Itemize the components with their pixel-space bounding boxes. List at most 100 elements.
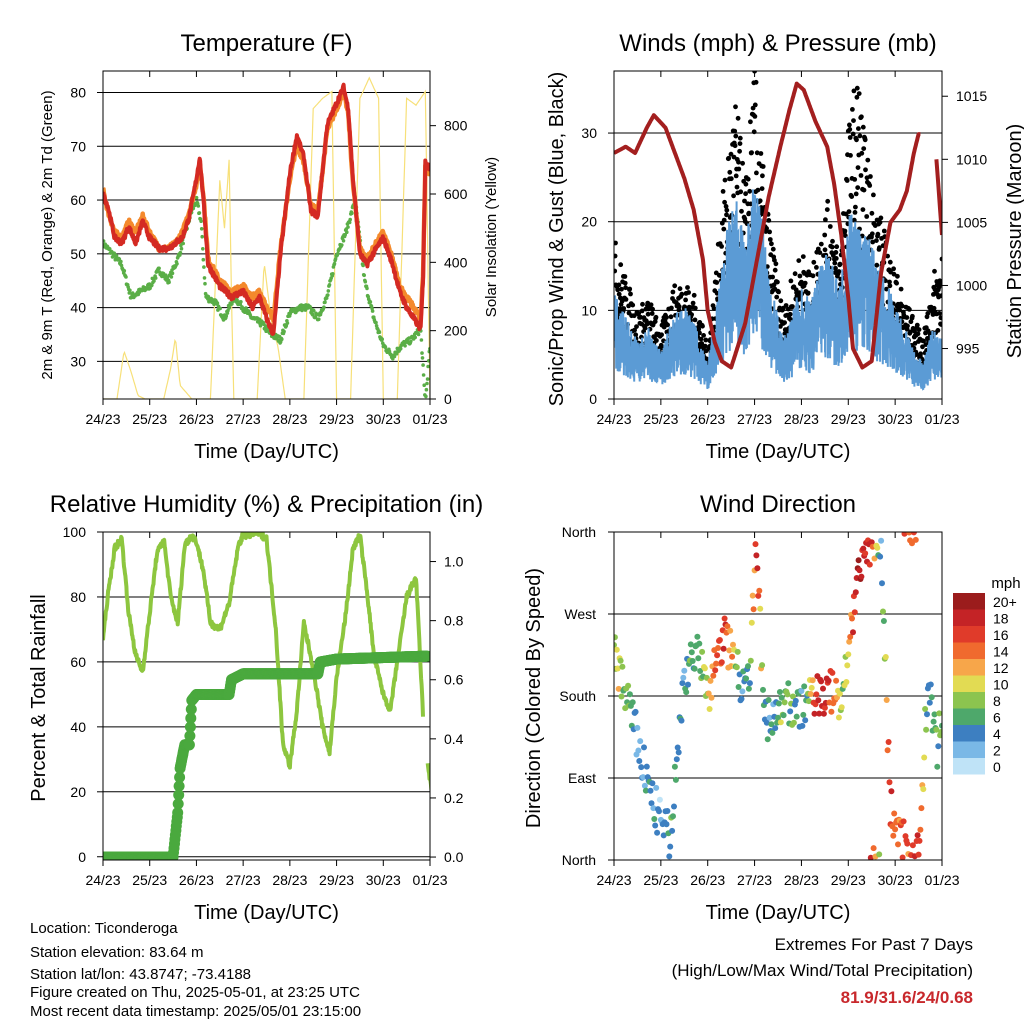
gust-point bbox=[732, 143, 738, 149]
direction-point bbox=[781, 699, 788, 706]
legend-swatch bbox=[953, 725, 985, 742]
direction-point bbox=[726, 647, 733, 654]
direction-point bbox=[752, 541, 759, 548]
direction-point bbox=[858, 573, 865, 580]
dewpoint-point bbox=[202, 265, 206, 269]
precip-point bbox=[174, 771, 186, 783]
gust-point bbox=[887, 283, 893, 289]
gust-point bbox=[805, 290, 811, 296]
dewpoint-point bbox=[218, 306, 222, 311]
direction-point bbox=[904, 840, 911, 847]
direction-point bbox=[787, 708, 794, 715]
gust-point bbox=[851, 88, 857, 94]
direction-point bbox=[670, 813, 676, 820]
precip-point bbox=[173, 780, 185, 792]
dewpoint-point bbox=[153, 276, 158, 280]
direction-point bbox=[634, 724, 641, 731]
direction-point bbox=[931, 711, 938, 718]
gust-point bbox=[749, 150, 754, 156]
gust-point bbox=[891, 266, 896, 272]
gust-point bbox=[764, 226, 769, 231]
direction-point bbox=[807, 691, 814, 697]
pressure-series-line bbox=[614, 81, 922, 370]
gust-point bbox=[833, 256, 839, 261]
direction-point bbox=[775, 700, 782, 707]
direction-point bbox=[921, 754, 928, 761]
dewpoint-point bbox=[426, 359, 430, 363]
gust-point bbox=[766, 218, 772, 223]
dewpoint-point bbox=[212, 302, 216, 307]
precip-point bbox=[172, 798, 184, 810]
direction-point bbox=[640, 774, 647, 781]
gust-point bbox=[899, 303, 905, 309]
gust-point bbox=[865, 157, 871, 163]
gust-point bbox=[752, 114, 758, 119]
direction-point bbox=[883, 697, 890, 703]
gust-point bbox=[619, 286, 624, 292]
dewpoint-point bbox=[202, 276, 207, 280]
gust-point bbox=[799, 279, 804, 285]
dewpoint-point bbox=[201, 257, 206, 262]
gust-point bbox=[925, 311, 931, 316]
legend-label: 6 bbox=[993, 710, 1001, 726]
direction-point bbox=[714, 652, 721, 659]
gust-point bbox=[862, 137, 868, 143]
gust-point bbox=[757, 198, 763, 204]
gust-point bbox=[633, 332, 639, 338]
direction-point bbox=[880, 618, 887, 624]
direction-point bbox=[828, 708, 835, 715]
direction-point bbox=[750, 606, 757, 613]
panel-4-y-tick-label: North bbox=[562, 524, 596, 540]
legend-label: 2 bbox=[993, 743, 1001, 759]
dewpoint-point bbox=[317, 317, 321, 322]
panel-4-y-tick-label: North bbox=[562, 852, 596, 868]
gust-point bbox=[676, 304, 682, 309]
dewpoint-point bbox=[336, 251, 340, 256]
direction-point bbox=[923, 726, 930, 733]
direction-point bbox=[648, 800, 655, 807]
gust-point bbox=[776, 289, 781, 295]
direction-point bbox=[759, 662, 766, 669]
direction-point bbox=[695, 655, 702, 662]
direction-point bbox=[784, 691, 791, 698]
gust-point bbox=[829, 244, 835, 250]
gust-point bbox=[916, 327, 922, 332]
gust-point bbox=[869, 210, 875, 216]
panel-1-data bbox=[103, 76, 430, 399]
gust-point bbox=[797, 273, 803, 279]
gust-point bbox=[834, 244, 840, 250]
direction-point bbox=[650, 805, 657, 812]
direction-point bbox=[649, 780, 656, 787]
gust-point bbox=[850, 131, 856, 137]
panel-1-xlabel: Time (Day/UTC) bbox=[194, 441, 339, 463]
dewpoint-point bbox=[170, 271, 175, 276]
direction-point bbox=[813, 691, 820, 698]
dewpoint-point bbox=[425, 377, 430, 381]
dewpoint-point bbox=[346, 225, 350, 229]
direction-point bbox=[922, 706, 929, 712]
direction-point bbox=[681, 667, 688, 674]
panel-3-x-tick-label: 28/23 bbox=[272, 872, 307, 888]
legend-title: mph bbox=[991, 575, 1020, 592]
direction-point bbox=[878, 537, 885, 544]
gust-point bbox=[852, 177, 858, 182]
gust-point bbox=[844, 178, 850, 183]
panel-1-y-tick-label-right: 400 bbox=[444, 254, 468, 270]
gust-point bbox=[837, 261, 843, 267]
panel-4-ylabel: Direction (Colored By Speed) bbox=[523, 568, 545, 828]
direction-point bbox=[874, 544, 881, 551]
panel-2-y-tick-label: 20 bbox=[581, 214, 597, 230]
gust-point bbox=[719, 244, 724, 249]
gust-point bbox=[686, 290, 691, 295]
gust-point bbox=[788, 278, 794, 284]
gust-point bbox=[733, 104, 738, 110]
extremes-values: 81.9/31.6/24/0.68 bbox=[840, 988, 973, 1007]
panel-3-y-tick-label: 60 bbox=[70, 654, 86, 670]
gust-point bbox=[696, 326, 702, 332]
direction-point bbox=[877, 553, 884, 560]
gust-point bbox=[935, 328, 941, 333]
panel-1-y-tick-label-right: 200 bbox=[444, 323, 468, 339]
gust-point bbox=[735, 115, 741, 121]
direction-point bbox=[838, 704, 845, 711]
gust-point bbox=[727, 169, 733, 175]
